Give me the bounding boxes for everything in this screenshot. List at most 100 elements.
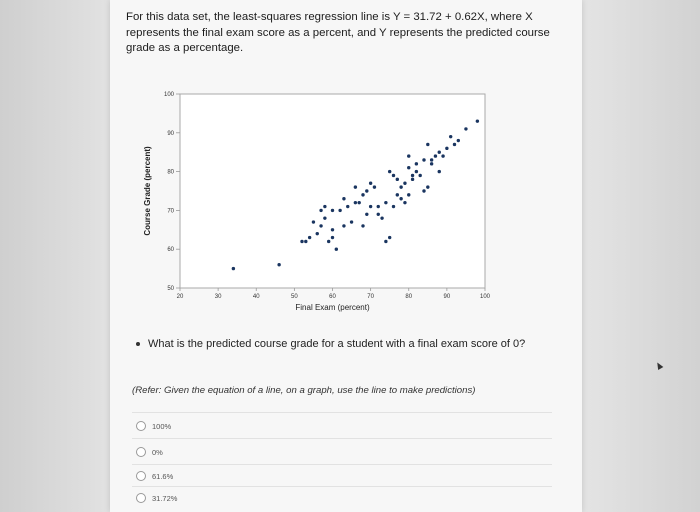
- data-point: [391, 204, 396, 209]
- data-point: [315, 231, 319, 236]
- option-4[interactable]: 31.72%: [136, 490, 177, 506]
- data-point: [372, 185, 377, 189]
- data-point: [426, 142, 430, 147]
- data-point: [307, 235, 312, 240]
- scatter-chart: 50 60 70 80 90 100 20 30 40 50 60 70 80 90 100 Final Ex…: [140, 82, 491, 322]
- divider: [132, 464, 552, 465]
- y-tick-label: 80: [167, 170, 174, 176]
- y-tick-label: 90: [167, 131, 174, 137]
- data-point: [429, 158, 434, 162]
- y-tick-label: 50: [167, 286, 174, 292]
- data-point: [330, 228, 335, 232]
- data-point: [422, 189, 426, 193]
- background-right: [582, 0, 700, 512]
- data-point: [357, 200, 361, 205]
- data-point: [407, 193, 411, 197]
- radio-button[interactable]: [136, 493, 146, 503]
- data-point: [380, 216, 384, 220]
- data-point: [330, 208, 335, 213]
- data-point: [346, 204, 350, 209]
- data-point: [330, 235, 335, 240]
- y-tick-label: 70: [167, 208, 174, 214]
- option-1[interactable]: 100%: [136, 418, 171, 434]
- data-point: [368, 181, 373, 185]
- divider: [132, 486, 552, 487]
- data-point: [426, 185, 430, 189]
- x-tick-label: 80: [405, 294, 412, 300]
- y-tick-label: 100: [164, 92, 175, 98]
- data-point: [414, 169, 419, 174]
- data-point: [399, 185, 403, 189]
- data-point: [410, 177, 415, 182]
- sub-question: What is the predicted course grade for a…: [136, 338, 556, 350]
- option-3[interactable]: 61.6%: [136, 468, 173, 484]
- data-point: [361, 224, 365, 228]
- data-point: [231, 266, 236, 271]
- data-point: [433, 154, 438, 158]
- data-point: [319, 208, 323, 213]
- data-point: [334, 247, 339, 251]
- data-point: [384, 239, 388, 244]
- radio-button[interactable]: [136, 447, 146, 457]
- data-point: [464, 127, 468, 131]
- data-point: [349, 220, 354, 224]
- scatter-plot-svg: 50 60 70 80 90 100 20 30 40 50 60 70 80 90 100 Final Ex…: [143, 92, 491, 312]
- x-tick-label: 30: [215, 294, 222, 300]
- data-point: [407, 154, 411, 158]
- question-card: For this data set, the least-squares reg…: [110, 0, 582, 512]
- data-point: [387, 235, 392, 240]
- data-point: [368, 204, 373, 209]
- x-tick-label: 20: [177, 294, 184, 300]
- data-point: [418, 173, 422, 178]
- x-tick-label: 90: [444, 294, 451, 300]
- data-point: [353, 185, 358, 189]
- data-point: [456, 138, 461, 143]
- x-tick-label: 40: [253, 294, 260, 300]
- sub-question-text: What is the predicted course grade for a…: [148, 338, 526, 350]
- bullet-icon: [136, 342, 140, 347]
- data-point: [326, 239, 331, 244]
- data-point: [399, 197, 403, 201]
- divider: [132, 412, 552, 413]
- data-point: [342, 224, 346, 228]
- data-point: [311, 220, 316, 224]
- data-point: [441, 154, 445, 158]
- data-point: [448, 134, 453, 139]
- y-tick-label: 60: [167, 247, 174, 253]
- divider: [132, 438, 552, 439]
- question-text: For this data set, the least-squares reg…: [126, 11, 550, 54]
- data-point: [338, 208, 342, 213]
- data-point: [300, 239, 304, 244]
- data-point: [437, 150, 441, 154]
- data-point: [365, 212, 369, 216]
- data-point: [361, 193, 365, 197]
- data-point: [376, 212, 380, 216]
- data-point: [342, 197, 346, 201]
- data-point: [395, 177, 400, 182]
- data-point: [277, 263, 281, 267]
- data-point: [422, 158, 426, 162]
- data-point: [323, 204, 327, 209]
- data-point: [365, 189, 369, 193]
- option-label: 100%: [152, 421, 172, 431]
- data-point: [376, 204, 380, 209]
- data-point: [391, 173, 396, 178]
- data-point: [429, 162, 434, 166]
- data-point: [304, 239, 308, 244]
- plot-area: [179, 93, 486, 289]
- x-axis-label: Final Exam (percent): [295, 303, 370, 312]
- radio-button[interactable]: [136, 421, 146, 431]
- data-point: [445, 146, 449, 151]
- data-point: [437, 169, 441, 174]
- option-label: 0%: [152, 447, 163, 457]
- y-axis-label: Course Grade (percent): [143, 146, 152, 236]
- hint-text: (Refer: Given the equation of a line, on…: [132, 385, 476, 396]
- x-tick-label: 100: [480, 294, 490, 300]
- data-point: [407, 166, 411, 170]
- radio-button[interactable]: [136, 471, 146, 481]
- option-label: 31.72%: [152, 493, 178, 503]
- x-tick-label: 60: [329, 294, 336, 300]
- option-2[interactable]: 0%: [136, 444, 163, 460]
- data-point: [319, 224, 323, 228]
- data-point: [323, 216, 327, 220]
